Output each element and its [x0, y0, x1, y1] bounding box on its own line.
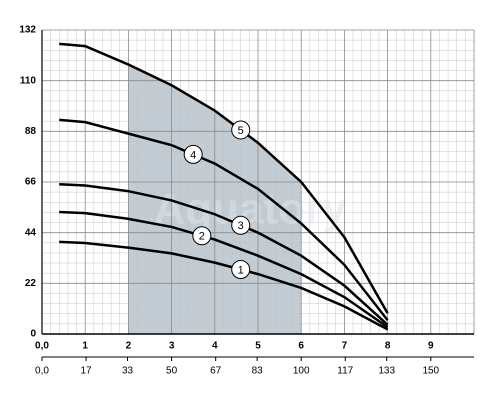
x-tick-label: 4: [212, 341, 218, 352]
watermark: Aquatory: [153, 185, 347, 234]
x2-tick-label: 50: [166, 366, 178, 377]
y-tick-label: 22: [25, 278, 37, 289]
x2-tick-label: 100: [293, 366, 310, 377]
x2-tick-label: 0,0: [35, 366, 49, 377]
x-tick-label: 7: [342, 341, 348, 352]
y-tick-label: 44: [25, 227, 37, 238]
x-tick-label: 2: [126, 341, 132, 352]
x-tick-label: 8: [385, 341, 391, 352]
x-tick-label: 0,0: [35, 341, 49, 352]
curve-label: 1: [238, 264, 244, 276]
x-tick-label: 1: [82, 341, 88, 352]
x2-tick-label: 33: [122, 366, 134, 377]
x2-tick-label: 17: [81, 366, 93, 377]
y-tick-label: 0: [30, 329, 36, 340]
pump-curve: [59, 240, 389, 331]
x2-tick-label: 150: [422, 366, 439, 377]
curve-label-badge: [231, 260, 251, 280]
pump-curve: [59, 183, 389, 326]
curve-label-badge: [231, 120, 251, 140]
x2-tick-label: 117: [337, 366, 353, 377]
pump-curve: [59, 42, 389, 314]
pump-curve: [59, 118, 389, 321]
curve-label: 2: [199, 231, 205, 243]
x2-tick-label: 133: [378, 366, 395, 377]
x-tick-label: 9: [428, 341, 434, 352]
x2-tick-label: 67: [210, 366, 222, 377]
x-tick-label: 6: [298, 341, 304, 352]
curve-label: 4: [190, 149, 196, 161]
curve-label-badge: [183, 144, 203, 164]
pump-curve: [59, 210, 389, 329]
curve-label: 5: [238, 125, 244, 137]
x-tick-label: 5: [255, 341, 261, 352]
x2-tick-label: 83: [252, 366, 264, 377]
curve-label: 3: [238, 220, 244, 232]
y-tick-label: 88: [25, 126, 37, 137]
curve-label-badge: [231, 215, 251, 235]
y-tick-label: 110: [20, 75, 37, 86]
y-tick-label: 132: [19, 25, 36, 36]
curve-label-badge: [192, 226, 212, 246]
x-tick-label: 3: [169, 341, 175, 352]
y-tick-label: 66: [25, 177, 37, 188]
